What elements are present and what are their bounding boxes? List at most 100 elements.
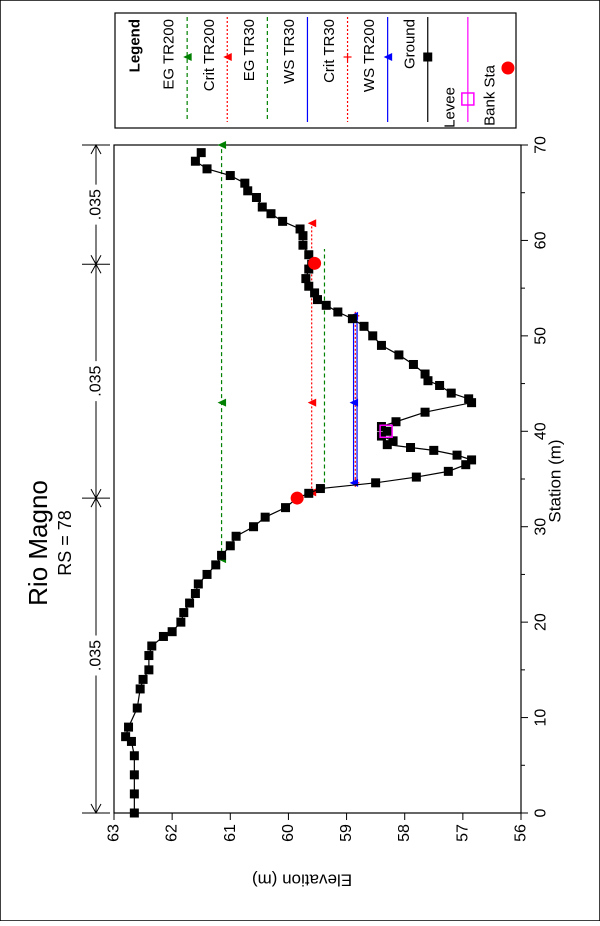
ground-point [443,466,453,476]
ground-point [243,186,253,196]
ground-point [461,460,471,470]
ground-point [315,484,325,494]
crit-tr200-marker [307,219,317,228]
y-tick-label-group: 63 [106,824,123,842]
x-tick-label-group: 0 [533,808,550,817]
ground-point [129,751,139,761]
ground-point [129,770,139,780]
ground-point [129,808,139,818]
x-tick-label-group: 30 [533,518,550,536]
y-tick-label: 60 [280,824,297,842]
ground-point [144,665,154,675]
legend-entry-label-group: EG TR200 [161,19,178,90]
ground-point [333,307,343,317]
legend-entry-label-group: EG TR30 [241,19,258,81]
ground-point [382,440,392,450]
ground-point [257,202,267,212]
legend-sample-marker [501,61,515,75]
y-tick-label: 56 [513,824,530,842]
ground-point [126,736,136,746]
ground-point [304,264,314,274]
ground-point [225,171,235,181]
manning-n-label: .035 [88,366,105,397]
ground-point [376,340,386,350]
x-tick-label-group: 50 [533,327,550,345]
ground-point [382,426,392,436]
legend-entry-label: Ground [401,19,418,69]
y-tick-label: 57 [454,824,471,842]
ground-point [452,450,462,460]
ground-point [278,216,288,226]
ground-point [211,560,221,570]
legend-entry-label: WS TR200 [361,19,378,92]
ground-point [124,722,134,732]
x-tick-label-group: 60 [533,231,550,249]
legend-entry-label: Crit TR200 [201,19,218,91]
y-tick-label-group: 59 [338,824,355,842]
ground-point [129,789,139,799]
chart-title: Rio Magno [23,480,53,606]
eg-tr200-marker [217,141,227,149]
bank-sta-point [290,491,304,505]
ground-point [411,472,421,482]
manning-arrowhead [90,803,102,815]
x-tick-label: 20 [533,613,550,631]
ground-point [368,331,378,341]
bank-sta-point [308,256,322,270]
legend-entry-label: Bank Sta [481,64,498,126]
x-axis-label: Station (m) [546,439,565,522]
ground-point [138,674,148,684]
ground-point [147,641,157,651]
legend-entry-label-group: Crit TR200 [201,19,218,91]
ground-point [304,250,314,260]
ground-point [193,579,203,589]
ground-point [202,164,212,174]
legend-entry-label-group: Levee [441,87,458,128]
ground-point [467,455,477,465]
legend-entry-label: EG TR30 [241,19,258,81]
ground-point [371,478,381,488]
ground-point [251,192,261,202]
ground-point [266,209,276,219]
ground-point [301,274,311,284]
legend-entry-label-group: Crit TR30 [321,19,338,83]
legend-entry-label: WS TR30 [281,19,298,84]
legend-sample-marker [383,53,393,61]
x-tick-label-group: 70 [533,136,550,154]
ground-point [429,445,439,455]
legend-sample-marker [423,52,433,62]
legend-entry-label-group: Bank Sta [481,64,498,126]
ground-point [132,703,142,713]
crit-tr200-marker [307,398,317,407]
legend-entry-label: Crit TR30 [321,19,338,83]
ground-point [231,531,241,541]
ground-point [304,488,314,498]
legend-title-group: Legend [127,19,144,72]
manning-n-label-group: .035 [88,189,105,220]
x-tick-label: 50 [533,327,550,345]
legend-title: Legend [127,19,144,72]
y-tick-label: 58 [396,824,413,842]
ground-point [406,443,416,453]
x-tick-label: 30 [533,518,550,536]
ground-point [435,380,445,390]
x-tick-label-group: 40 [533,422,550,440]
manning-n-label: .035 [88,640,105,671]
ground-point [420,407,430,417]
ground-point [202,569,212,579]
legend-entry-label-group: WS TR30 [281,19,298,84]
manning-n-label: .035 [88,189,105,220]
ground-point [376,431,386,441]
legend-entry-label-group: WS TR200 [361,19,378,92]
ground-point [464,394,474,404]
ground-point [313,295,322,305]
y-tick-label-group: 58 [396,824,413,842]
y-tick-label: 63 [106,824,123,842]
ground-point [376,422,386,432]
ground-point [176,617,186,627]
legend-box [114,12,517,129]
ground-point [185,598,195,608]
ground-point [295,224,305,234]
